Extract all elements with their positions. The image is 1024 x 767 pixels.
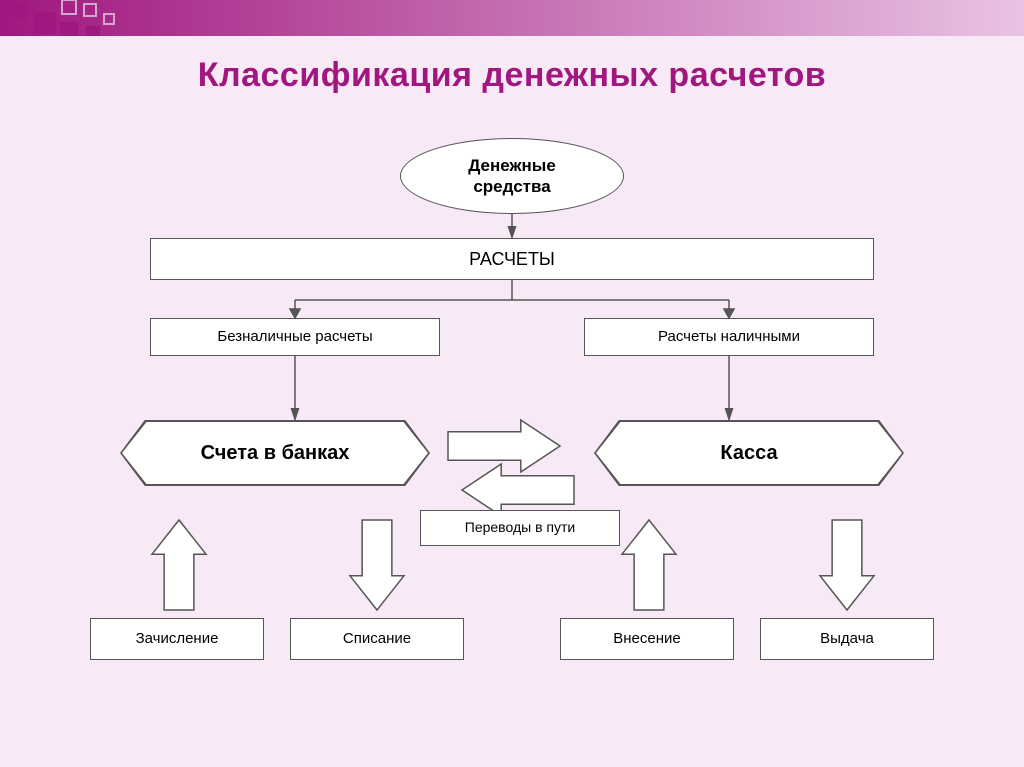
node-bn: Безналичные расчеты [150,318,440,356]
arrow-vnes-up [622,520,676,610]
node-root: Денежные средства [400,138,624,214]
arrow-kassa-to-bank [462,464,574,516]
node-vyd: Выдача [760,618,934,660]
diagram-area: Денежные средства РАСЧЕТЫ Безналичные расч… [0,120,1024,767]
node-bank: Счета в банках [122,422,428,484]
arrow-zach-up [152,520,206,610]
slide-title: Классификация денежных расчетов [0,56,1024,95]
node-spis: Списание [290,618,464,660]
node-kassa: Касса [596,422,902,484]
node-zach: Зачисление [90,618,264,660]
top-decor-bar [0,0,1024,36]
arrow-spis-down [350,520,404,610]
node-nal: Расчеты наличными [584,318,874,356]
branch-connector [295,280,729,318]
arrow-vyd-down [820,520,874,610]
node-transfer: Переводы в пути [420,510,620,546]
node-calc: РАСЧЕТЫ [150,238,874,280]
node-vnes: Внесение [560,618,734,660]
arrow-bank-to-kassa [448,420,560,472]
